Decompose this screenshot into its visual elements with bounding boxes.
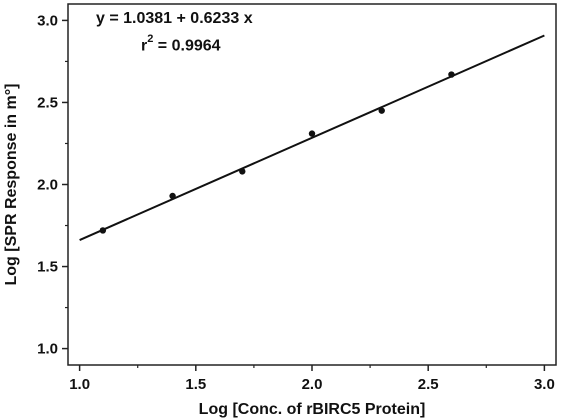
r-squared-exponent: 2 <box>147 33 154 45</box>
data-point <box>99 227 107 234</box>
plot-frame <box>67 3 557 366</box>
y-tick-label: 1.0 <box>37 341 58 358</box>
data-point <box>448 71 455 78</box>
y-tick-label: 2.0 <box>37 177 58 194</box>
r-squared-symbol: r <box>141 37 148 55</box>
data-point <box>239 168 246 175</box>
x-tick-label: 2.0 <box>302 376 323 393</box>
r-squared-value: = 0.9964 <box>153 37 221 55</box>
data-point <box>378 107 385 114</box>
x-tick-label: 2.5 <box>418 376 439 393</box>
x-tick-label: 3.0 <box>534 376 555 393</box>
x-tick-label: 1.5 <box>185 376 206 393</box>
y-tick-label: 3.0 <box>37 12 58 29</box>
data-point <box>308 130 316 137</box>
r-squared-label: r2 = 0.9964 <box>141 33 221 55</box>
y-axis-label: Log [SPR Response in m°] <box>3 84 20 286</box>
y-tick-label: 2.5 <box>37 94 58 111</box>
y-tick-label: 1.5 <box>37 259 58 276</box>
x-axis-label: Log [Conc. of rBIRC5 Protein] <box>199 401 426 418</box>
regression-line <box>79 34 545 241</box>
data-point <box>169 192 176 200</box>
regression-equation: y = 1.0381 + 0.6233 x <box>96 10 253 27</box>
x-tick-label: 1.0 <box>69 376 90 393</box>
